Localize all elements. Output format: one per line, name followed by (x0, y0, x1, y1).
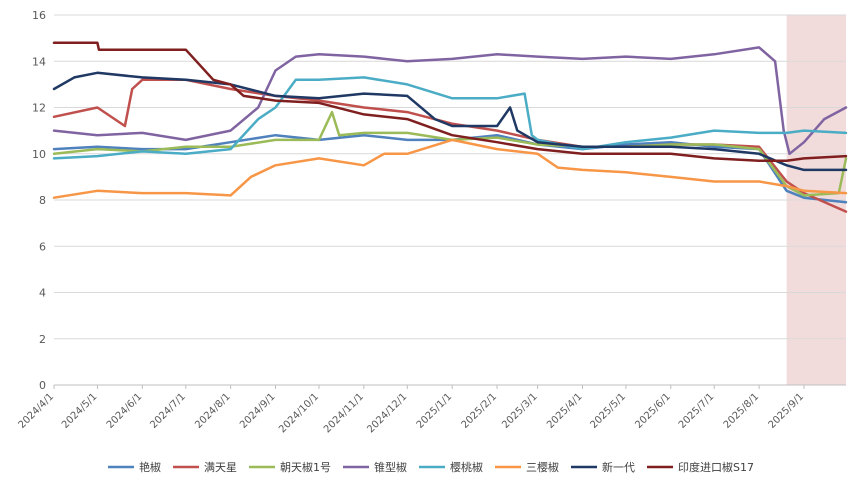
x-tick-label: 2025/1/1 (415, 391, 455, 431)
legend-label: 新一代 (602, 460, 635, 474)
x-tick-label: 2025/3/1 (500, 391, 540, 431)
legend-label: 满天星 (204, 461, 237, 474)
x-tick-label: 2025/2/1 (460, 391, 500, 431)
y-tick-label: 10 (32, 148, 46, 161)
x-tick-label: 2024/7/1 (148, 391, 188, 431)
y-tick-label: 16 (32, 9, 46, 22)
legend-label: 朝天椒1号 (280, 460, 331, 474)
legend-label: 艳椒 (139, 460, 161, 474)
legend-label: 三樱椒 (526, 460, 559, 474)
y-tick-label: 12 (32, 102, 46, 115)
series-line-6 (52, 138, 848, 199)
series-layer (52, 41, 848, 213)
x-tick-label: 2024/6/1 (105, 391, 145, 431)
x-tick-label: 2024/12/1 (365, 391, 409, 435)
series-line-5 (52, 76, 848, 160)
series-line-7 (52, 71, 848, 172)
x-tick-label: 2024/10/1 (277, 391, 321, 435)
x-tick-label: 2025/9/1 (767, 391, 807, 431)
y-tick-label: 0 (39, 379, 46, 392)
x-tick-label: 2025/8/1 (722, 391, 762, 431)
y-tick-label: 14 (32, 55, 46, 68)
x-tick-label: 2025/4/1 (545, 391, 585, 431)
legend-label: 印度进口椒S17 (678, 460, 754, 474)
y-tick-label: 6 (39, 240, 46, 253)
x-tick-label: 2025/6/1 (633, 391, 673, 431)
series-line-8 (52, 41, 848, 162)
x-tick-label: 2025/5/1 (588, 391, 628, 431)
x-tick-label: 2024/11/1 (322, 391, 366, 435)
x-tick-label: 2024/9/1 (238, 391, 278, 431)
x-tick-label: 2024/8/1 (193, 391, 233, 431)
series-line-4 (52, 46, 848, 156)
y-tick-label: 4 (39, 287, 46, 300)
y-tick-label: 2 (39, 333, 46, 346)
legend-label: 锥型椒 (374, 460, 407, 474)
x-tick-label: 2024/4/1 (17, 391, 57, 431)
legend-label: 樱桃椒 (450, 460, 483, 474)
x-tick-label: 2025/7/1 (677, 391, 717, 431)
grid-layer (54, 14, 846, 340)
x-tick-label: 2024/5/1 (60, 391, 100, 431)
y-tick-label: 8 (39, 194, 46, 207)
legend: 艳椒 满天星 朝天椒1号 锥型椒 樱桃椒 三樱椒 新一代 印度进口椒S17 (108, 460, 754, 474)
